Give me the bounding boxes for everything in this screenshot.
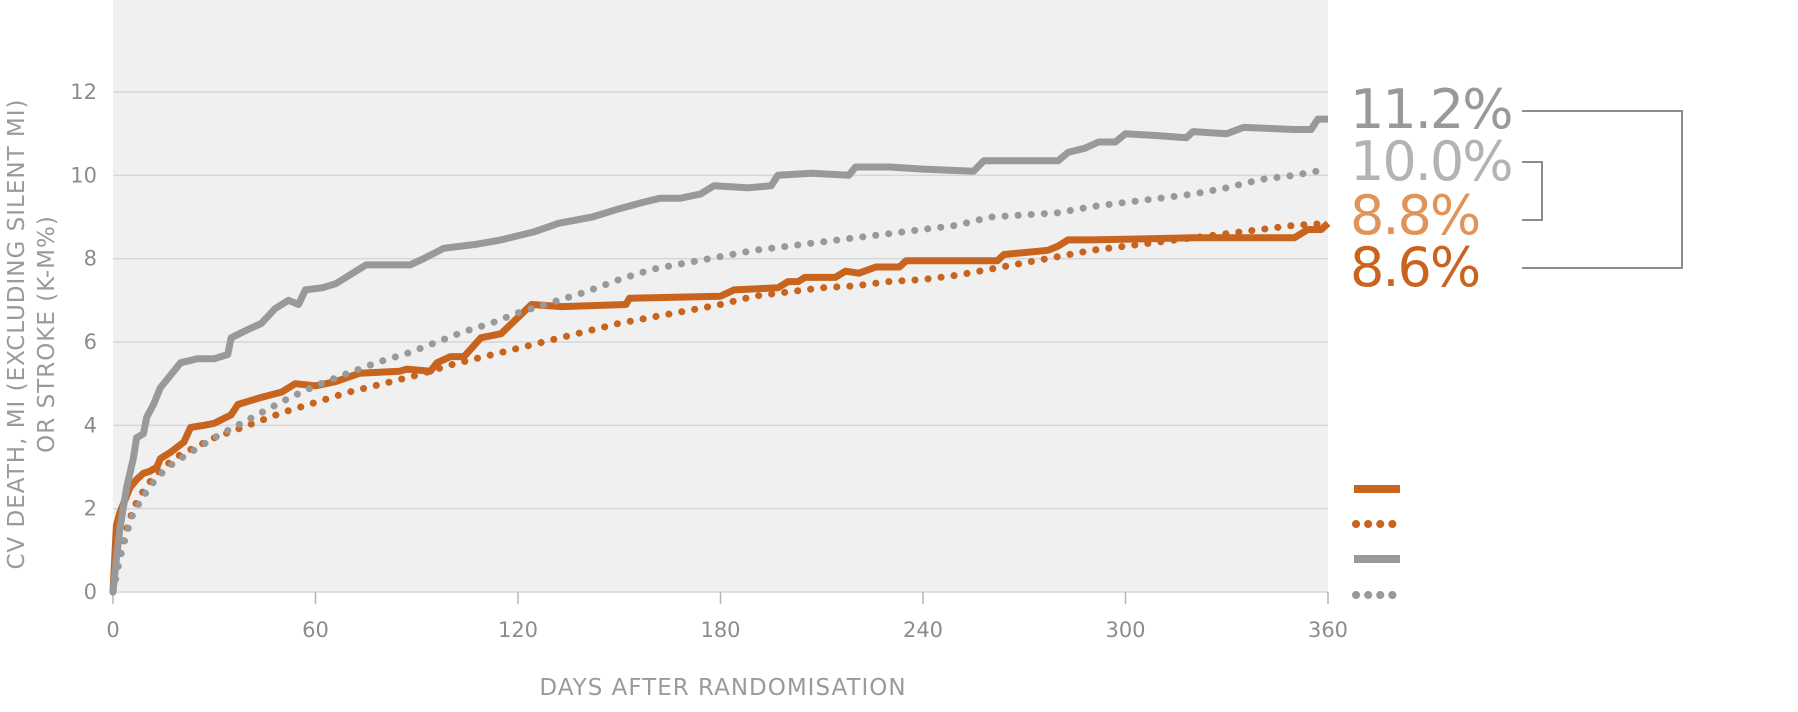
x-tick-label: 360 bbox=[1308, 618, 1348, 642]
legend bbox=[1352, 485, 1404, 599]
y-ticks: 0 2 4 6 8 10 12 bbox=[70, 80, 97, 604]
x-tick-label: 120 bbox=[498, 618, 538, 642]
series-line-2 bbox=[109, 115, 1328, 593]
y-axis-label-line2: OR STROKE (K-M%) bbox=[34, 215, 60, 453]
y-tick-label: 10 bbox=[70, 163, 97, 187]
series-line-3 bbox=[109, 165, 1332, 596]
y-tick-label: 6 bbox=[84, 330, 97, 354]
end-label-grey-solid: 11.2% bbox=[1350, 78, 1512, 141]
comparison-bracket-outer bbox=[1522, 110, 1683, 269]
x-tick-label: 60 bbox=[302, 618, 329, 642]
y-tick-label: 2 bbox=[84, 497, 97, 521]
x-tick-label: 300 bbox=[1105, 618, 1145, 642]
x-ticks: 0 60 120 180 240 300 360 bbox=[106, 592, 1348, 642]
x-axis-label: DAYS AFTER RANDOMISATION bbox=[539, 675, 906, 701]
x-tick-label: 180 bbox=[700, 618, 740, 642]
end-label-orange-dotted: 8.8% bbox=[1350, 184, 1479, 247]
y-tick-label: 4 bbox=[84, 413, 97, 437]
x-tick-label: 240 bbox=[903, 618, 943, 642]
y-tick-label: 8 bbox=[84, 247, 97, 271]
x-tick-label: 0 bbox=[106, 618, 119, 642]
end-label-grey-dotted: 10.0% bbox=[1350, 130, 1512, 193]
series-lines bbox=[109, 115, 1332, 596]
series-line-0 bbox=[109, 220, 1331, 593]
y-tick-label: 12 bbox=[70, 80, 97, 104]
y-axis-label-line1: CV DEATH, MI (EXCLUDING SILENT MI) bbox=[4, 98, 30, 569]
y-tick-label: 0 bbox=[84, 580, 97, 604]
end-label-orange-solid: 8.6% bbox=[1350, 236, 1479, 299]
comparison-bracket-inner bbox=[1522, 161, 1543, 221]
